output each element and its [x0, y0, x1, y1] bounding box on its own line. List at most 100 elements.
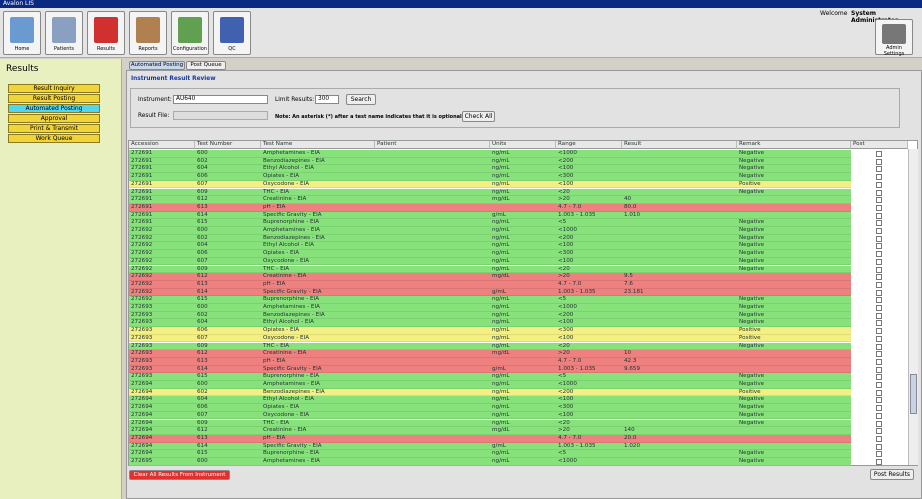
table-row — [129, 196, 851, 204]
toolbar-button[interactable]: Reports — [129, 11, 167, 55]
menu-item[interactable]: Automated Posting — [8, 104, 100, 113]
cell: mg/dL — [492, 427, 510, 434]
post-checkbox[interactable] — [876, 459, 882, 465]
clear-button[interactable]: Clear All Results From Instrument — [129, 470, 230, 480]
post-checkbox[interactable] — [876, 281, 882, 288]
post-checkbox[interactable] — [876, 343, 882, 350]
cell: 1.003 - 1.035 — [558, 442, 596, 449]
cell: Buprenorphine - EIA — [263, 296, 320, 303]
post-checkbox[interactable] — [876, 435, 882, 442]
admin-button[interactable]: Admin Settings — [875, 19, 913, 57]
post-checkbox[interactable] — [876, 212, 882, 219]
post-checkbox[interactable] — [876, 305, 882, 311]
post-checkbox[interactable] — [876, 374, 882, 381]
post-checkbox[interactable] — [876, 204, 882, 211]
post-checkbox[interactable] — [876, 366, 882, 373]
cell: Negative — [739, 265, 765, 272]
cell: 615 — [197, 296, 208, 303]
menu-item[interactable]: Print & Transmit — [8, 124, 100, 133]
post-checkbox[interactable] — [876, 312, 882, 319]
post-checkbox[interactable] — [876, 420, 882, 427]
cell: 4.7 - 7.0 — [558, 280, 582, 287]
cell: Buprenorphine - EIA — [263, 219, 320, 226]
menu-item[interactable]: Work Queue — [8, 134, 100, 143]
post-checkbox[interactable] — [876, 412, 882, 419]
table-row — [129, 342, 851, 351]
post-checkbox[interactable] — [876, 251, 882, 258]
toolbar-button[interactable]: Home — [3, 11, 41, 55]
cell: 272694 — [131, 434, 153, 441]
post-checkbox[interactable] — [876, 297, 882, 304]
cell: Opiates - EIA — [263, 404, 300, 411]
menu-item[interactable]: Result Posting — [8, 94, 100, 103]
file-select[interactable] — [173, 111, 268, 120]
search-button[interactable]: Search — [346, 94, 376, 105]
menu-item[interactable]: Approval — [8, 114, 100, 123]
cell: 272693 — [131, 304, 153, 310]
post-checkbox[interactable] — [876, 181, 882, 188]
post-checkbox[interactable] — [876, 428, 882, 435]
post-checkbox[interactable] — [876, 451, 882, 458]
cell: Specific Gravity - EIA — [263, 442, 322, 449]
toolbar-button[interactable]: Patients — [45, 11, 83, 55]
post-checkbox[interactable] — [876, 389, 882, 396]
post-checkbox[interactable] — [876, 320, 882, 327]
icon — [178, 17, 202, 43]
cell: 272694 — [131, 450, 153, 457]
instrument-select[interactable]: AU640 — [173, 95, 268, 104]
post-checkbox[interactable] — [876, 328, 882, 335]
cell: Negative — [739, 173, 765, 180]
post-checkbox[interactable] — [876, 258, 882, 265]
post-checkbox[interactable] — [876, 405, 882, 412]
cell: Benzodiazepines - EIA — [263, 157, 325, 164]
post-checkbox[interactable] — [876, 235, 882, 242]
post-checkbox[interactable] — [876, 335, 882, 342]
cell: 272691 — [131, 188, 153, 195]
post-checkbox[interactable] — [876, 443, 882, 450]
post-checkbox[interactable] — [876, 397, 882, 404]
post-checkbox[interactable] — [876, 266, 882, 273]
post-checkbox[interactable] — [876, 151, 882, 157]
cell: 272693 — [131, 319, 153, 326]
post-checkbox[interactable] — [876, 243, 882, 250]
cell: <200 — [558, 388, 574, 395]
cell: 272693 — [131, 334, 153, 341]
post-checkbox[interactable] — [876, 166, 882, 173]
label: Limit Results: — [275, 97, 315, 103]
post-checkbox[interactable] — [876, 351, 882, 358]
toolbar-button[interactable]: Configuration — [171, 11, 209, 55]
cell: 4.7 - 7.0 — [558, 434, 582, 441]
cell: 272695 — [131, 458, 153, 464]
cell: <300 — [558, 327, 574, 334]
post-checkbox[interactable] — [876, 358, 882, 365]
post-checkbox[interactable] — [876, 158, 882, 165]
toolbar-button[interactable]: QC — [213, 11, 251, 55]
scrollbar[interactable] — [908, 149, 918, 465]
post-checkbox[interactable] — [876, 220, 882, 227]
menu-item[interactable]: Result Inquiry — [8, 84, 100, 93]
post-checkbox[interactable] — [876, 174, 882, 181]
cell: Negative — [739, 381, 765, 387]
tab[interactable]: Automated Posting — [129, 61, 185, 70]
cell: 140 — [624, 427, 635, 434]
cell: 272692 — [131, 250, 153, 257]
tab[interactable]: Post Queue — [186, 61, 226, 70]
post-checkbox[interactable] — [876, 274, 882, 281]
cell: <20 — [558, 188, 570, 195]
post-button[interactable]: Post Results — [870, 469, 914, 480]
cell: 609 — [197, 342, 208, 349]
post-checkbox[interactable] — [876, 197, 882, 204]
toolbar-button[interactable]: Results — [87, 11, 125, 55]
cell: Negative — [739, 396, 765, 403]
cell: <100 — [558, 257, 574, 264]
post-checkbox[interactable] — [876, 189, 882, 196]
post-checkbox[interactable] — [876, 228, 882, 234]
post-checkbox[interactable] — [876, 382, 882, 388]
check-all-button[interactable]: Check All — [462, 111, 495, 122]
user: System Administrator — [851, 10, 898, 24]
cell: 272692 — [131, 242, 153, 249]
cell: <300 — [558, 250, 574, 257]
limit-select[interactable]: 300 — [315, 95, 339, 104]
cell: <20 — [558, 265, 570, 272]
post-checkbox[interactable] — [876, 289, 882, 296]
